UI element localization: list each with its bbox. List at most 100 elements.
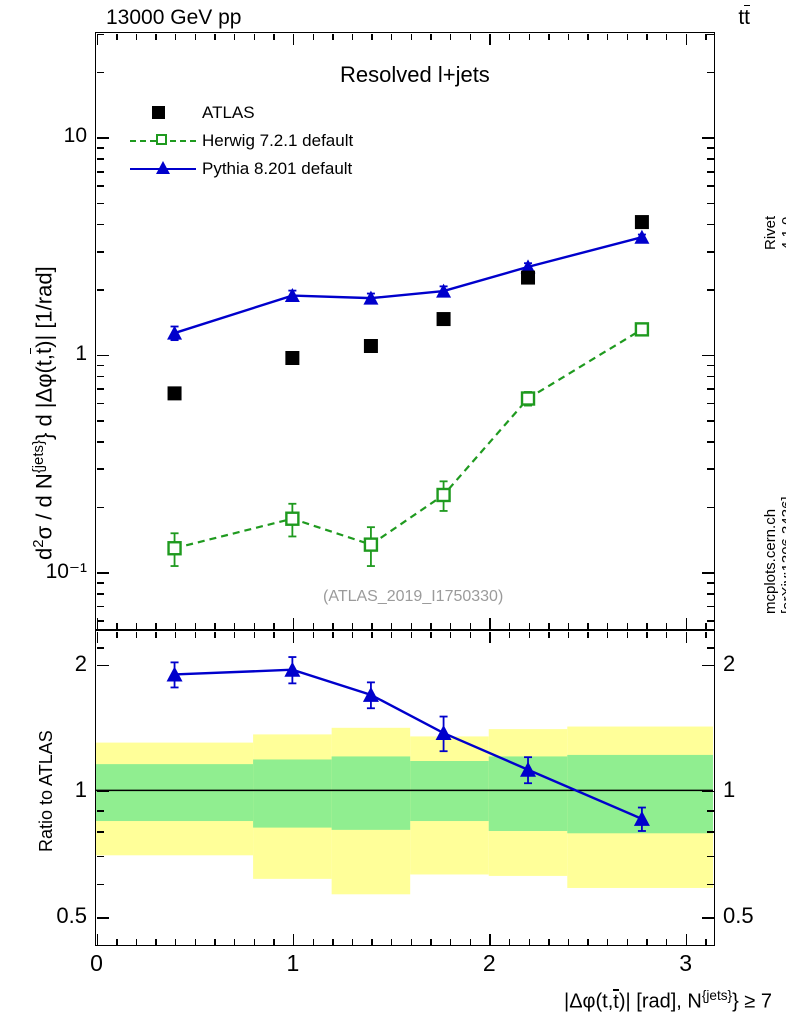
ratio-band-inner <box>96 764 254 822</box>
pythia-line <box>174 236 643 335</box>
ratio-xtick-top <box>469 631 471 638</box>
legend-label-atlas: ATLAS <box>202 103 255 122</box>
ratio-xtick-top <box>175 631 177 638</box>
ratio-plot-panel <box>95 630 715 946</box>
main-xtick-bottom <box>332 622 334 629</box>
ratio-xtick-bottom <box>116 938 118 945</box>
x-tick-label: 0 <box>90 950 103 976</box>
ratio-xtick-top <box>292 631 295 643</box>
main-xtick-top <box>685 33 687 45</box>
main-xtick-top <box>351 33 354 40</box>
ratio-xtick-bottom <box>332 938 334 945</box>
main-ytick <box>96 388 104 390</box>
main-ytick-right <box>701 354 714 357</box>
ratio-xtick-bottom <box>312 938 314 945</box>
main-ytick-right <box>706 620 714 622</box>
main-xtick-top <box>528 33 530 40</box>
atlas-marker <box>436 312 451 327</box>
main-xtick-bottom <box>351 622 354 629</box>
main-ytick-right <box>701 137 714 139</box>
main-xtick-bottom <box>685 617 687 629</box>
main-xtick-top <box>233 33 236 40</box>
main-xtick-bottom <box>489 617 491 629</box>
main-xtick-top <box>449 33 452 40</box>
main-ytick-right <box>706 71 714 74</box>
ratio-pythia-marker <box>166 666 183 682</box>
pythia-marker <box>284 288 300 303</box>
ratio-ytick-label: 2 <box>74 650 87 676</box>
main-xtick-top <box>508 33 511 40</box>
main-xtick-top <box>214 33 216 40</box>
main-ytick <box>96 593 104 595</box>
legend-marker-atlas <box>130 100 196 124</box>
ratio-ytick-right <box>706 831 714 834</box>
ratio-xtick-bottom <box>194 938 197 945</box>
ratio-xtick-bottom <box>273 938 275 945</box>
herwig-marker <box>436 487 451 503</box>
ratio-xtick-bottom <box>665 938 668 945</box>
header-process: tt <box>738 4 750 29</box>
main-ytick-right <box>706 605 714 608</box>
main-xtick-bottom <box>214 622 216 629</box>
main-xtick-bottom <box>567 622 570 629</box>
main-xtick-top <box>567 33 570 40</box>
main-xtick-bottom <box>607 622 609 629</box>
main-xtick-top <box>194 33 197 40</box>
ratio-xtick-top <box>194 631 197 638</box>
main-xtick-bottom <box>116 622 118 629</box>
atlas-marker <box>167 386 182 401</box>
main-ytick-right <box>706 185 714 188</box>
main-ytick <box>96 506 104 509</box>
pythia-marker <box>634 229 650 244</box>
main-xtick-bottom <box>253 622 255 629</box>
ratio-xtick-bottom <box>646 938 648 945</box>
ratio-xtick-top <box>214 631 216 638</box>
ratio-xtick-bottom <box>351 938 354 945</box>
pythia-marker <box>520 259 536 274</box>
main-xtick-bottom <box>312 622 314 629</box>
ratio-xtick-top <box>391 631 393 638</box>
main-xtick-top <box>410 33 413 40</box>
ratio-xtick-bottom <box>233 938 236 945</box>
ratio-xtick-top <box>155 631 157 638</box>
ratio-xtick-bottom <box>96 933 98 945</box>
main-xtick-bottom <box>273 622 275 629</box>
ratio-ytick <box>96 917 109 919</box>
ratio-xtick-bottom <box>430 938 432 945</box>
x-tick-label: 3 <box>679 950 693 976</box>
ratio-xtick-top <box>489 631 491 643</box>
main-xtick-bottom <box>626 622 629 629</box>
ratio-ytick <box>96 647 104 649</box>
ratio-xtick-top <box>332 631 334 638</box>
main-ytick-right <box>706 506 714 509</box>
main-ytick <box>96 572 109 574</box>
ratio-xtick-bottom <box>587 938 589 945</box>
ratio-xtick-bottom <box>607 938 609 945</box>
main-ytick <box>96 223 104 226</box>
ratio-xtick-top <box>567 631 570 638</box>
pythia-marker <box>363 290 379 305</box>
ratio-xtick-bottom <box>705 938 707 945</box>
ratio-xtick-top <box>371 631 373 638</box>
x-axis-title: |Δφ(t,t)| [rad], N{jets}} ≥ 7 <box>564 988 772 1013</box>
main-xtick-bottom <box>587 622 589 629</box>
ratio-xtick-bottom <box>135 938 138 945</box>
ratio-ytick <box>96 790 109 793</box>
main-xtick-top <box>548 33 550 40</box>
ratio-ytick-right <box>706 855 714 858</box>
ratio-pythia-marker <box>284 661 301 677</box>
ratio-ytick-right <box>701 790 714 793</box>
x-tick-label: 1 <box>286 950 300 976</box>
main-xtick-top <box>469 33 471 40</box>
main-ytick-right <box>706 468 714 470</box>
main-ytick <box>96 71 104 74</box>
main-plot-canvas <box>167 215 650 567</box>
main-xtick-bottom <box>371 622 373 629</box>
ratio-ytick-label-right: 0.5 <box>723 903 754 929</box>
main-ytick-label: 10⁻¹ <box>45 560 87 584</box>
side-text-rivet: Rivet 4.1.0, ≥ 100k events <box>762 212 786 250</box>
ratio-xtick-top <box>273 631 275 638</box>
main-ytick <box>96 441 104 443</box>
atlas-marker <box>285 350 300 365</box>
ratio-xtick-bottom <box>548 938 550 945</box>
